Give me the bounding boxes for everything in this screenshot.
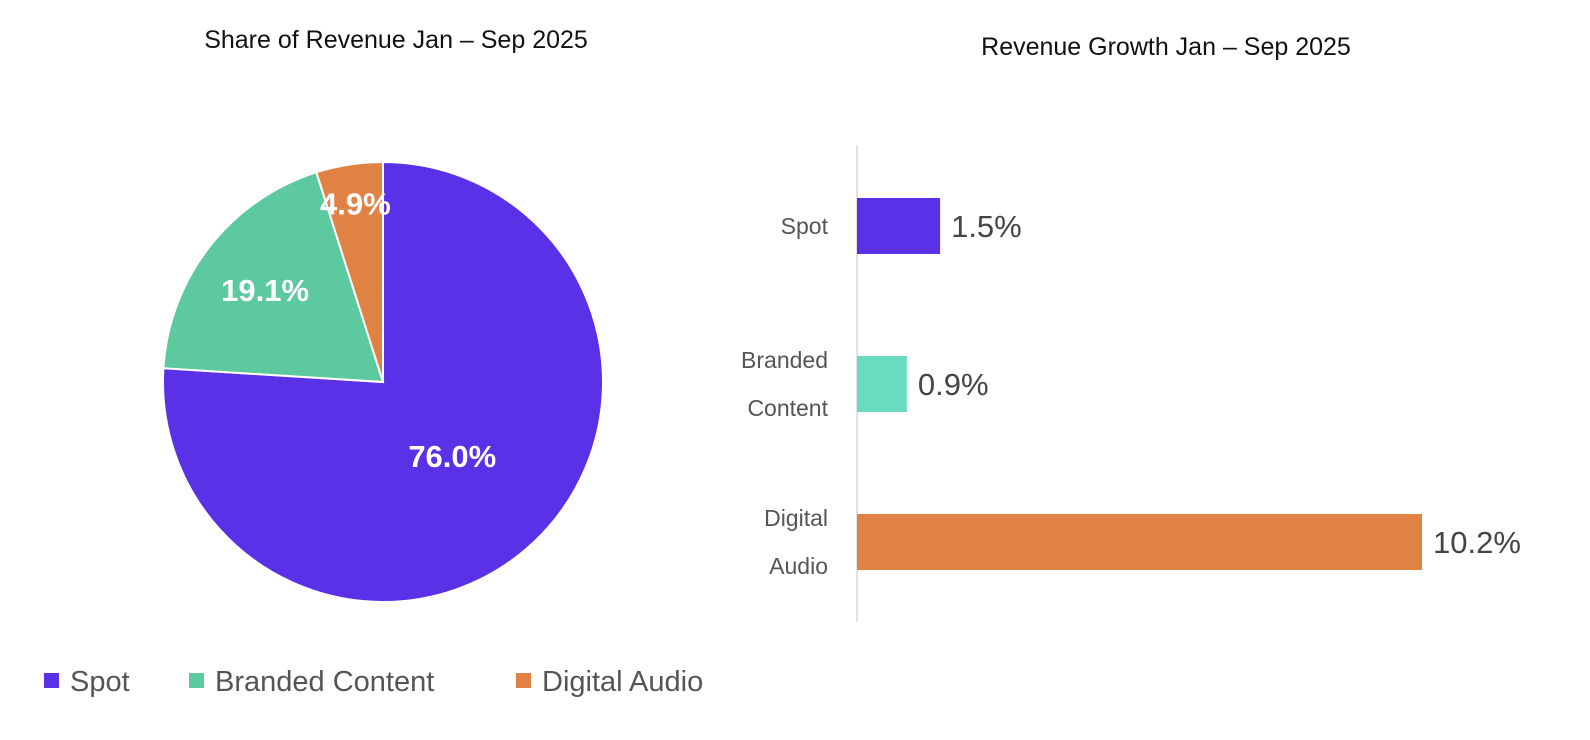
legend: Spot Branded Content Digital Audio (44, 666, 703, 698)
bar-spot (857, 198, 941, 254)
legend-label-digital-audio: Digital Audio (542, 666, 703, 698)
bar-value-spot: 1.5% (951, 209, 1022, 244)
pie-label-spot: 76.0% (408, 439, 496, 474)
legend-label-spot: Spot (70, 666, 130, 698)
pie-title: Share of Revenue Jan – Sep 2025 (204, 26, 588, 54)
legend-label-branded-content: Branded Content (215, 666, 434, 698)
bar-category-branded-content: Branded Content (741, 347, 829, 421)
bar-chart: 1.5% Spot 0.9% Branded Content 10.2% Digital Au… (741, 198, 1521, 579)
bar-digital-audio (857, 514, 1422, 570)
legend-swatch-branded-content (189, 673, 204, 688)
bar-value-digital-audio: 10.2% (1433, 525, 1521, 560)
bar-value-branded-content: 0.9% (918, 367, 989, 402)
pie-chart: 76.0% 19.1% 4.9% (162, 160, 604, 603)
legend-swatch-digital-audio (516, 673, 531, 688)
pie-slice-digital-audio (315, 160, 384, 383)
bar-branded-content (857, 356, 907, 412)
bar-category-spot: Spot (781, 213, 829, 239)
legend-swatch-spot (44, 673, 59, 688)
bar-title: Revenue Growth Jan – Sep 2025 (981, 33, 1351, 61)
pie-label-branded-content: 19.1% (221, 273, 309, 308)
bar-category-digital-audio: Digital Audio (764, 505, 828, 579)
pie-slice-branded-content (162, 171, 385, 384)
pie-label-digital-audio: 4.9% (320, 187, 391, 222)
